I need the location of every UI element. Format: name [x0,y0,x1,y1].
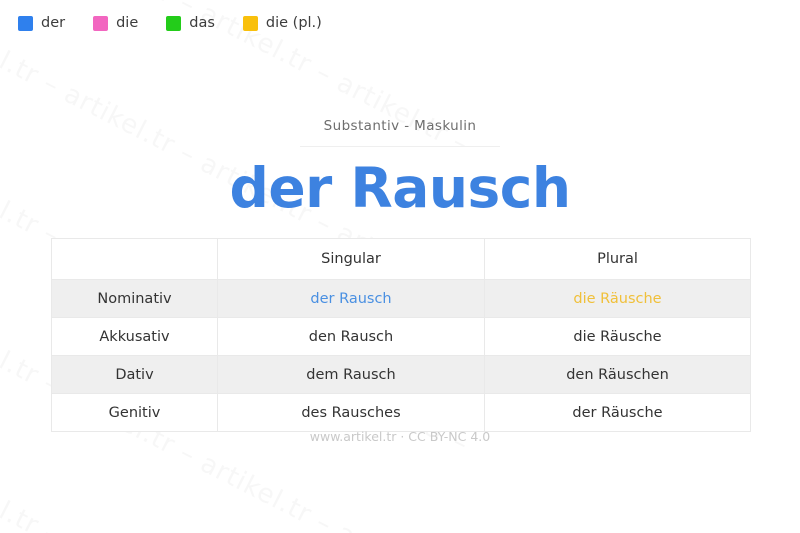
legend-label-die: die [116,15,139,32]
table-row: Dativ dem Rausch den Räuschen [51,355,751,394]
cell-plural-genitiv: der Räusche [484,393,751,432]
column-header-plural: Plural [484,238,751,280]
cell-case-genitiv: Genitiv [51,393,218,432]
column-header-case [51,238,218,280]
color-swatch-icon-der [18,16,33,31]
table-header: Singular Plural [51,238,751,280]
cell-plural-akkusativ: die Räusche [484,317,751,356]
table-row: Nominativ der Rausch die Räusche [51,279,751,318]
cell-case-nominativ: Nominativ [51,279,218,318]
cell-singular-nominativ: der Rausch [217,279,485,318]
cell-plural-dativ: den Räuschen [484,355,751,394]
subtitle-divider [300,146,500,147]
declension-table: Singular Plural Nominativ der Rausch die… [51,238,751,432]
color-swatch-icon-die [93,16,109,31]
color-swatch-icon-die-plural [242,16,258,31]
cell-singular-genitiv: des Rausches [217,393,485,432]
word-type-subtitle: Substantiv - Maskulin [323,118,477,134]
column-header-singular: Singular [217,238,485,280]
legend-label-das: das [189,15,215,32]
cell-case-dativ: Dativ [51,355,218,394]
cell-singular-dativ: dem Rausch [217,355,485,394]
cell-case-akkusativ: Akkusativ [51,317,218,356]
page-title: der Rausch [229,156,571,220]
table-row: Genitiv des Rausches der Räusche [51,393,751,432]
legend-item-die-plural: die (pl.) [242,15,322,32]
article-color-legend: der die das die (pl.) [18,16,350,31]
table-row: Akkusativ den Rausch die Räusche [51,317,751,356]
table-body: Nominativ der Rausch die Räusche Akkusat… [51,279,751,432]
legend-label-die-plural: die (pl.) [265,15,322,32]
legend-item-das: das [166,16,215,31]
cell-singular-akkusativ: den Rausch [217,317,485,356]
table-header-row: Singular Plural [51,238,751,280]
legend-item-der: der [18,16,65,31]
cell-plural-nominativ: die Räusche [484,279,751,318]
color-swatch-icon-das [166,16,182,31]
legend-label-der: der [41,15,66,32]
footer-credit: www.artikel.tr · CC BY-NC 4.0 [309,429,491,444]
word-type-block: Substantiv - Maskulin [0,118,800,147]
legend-item-die: die [93,16,138,31]
